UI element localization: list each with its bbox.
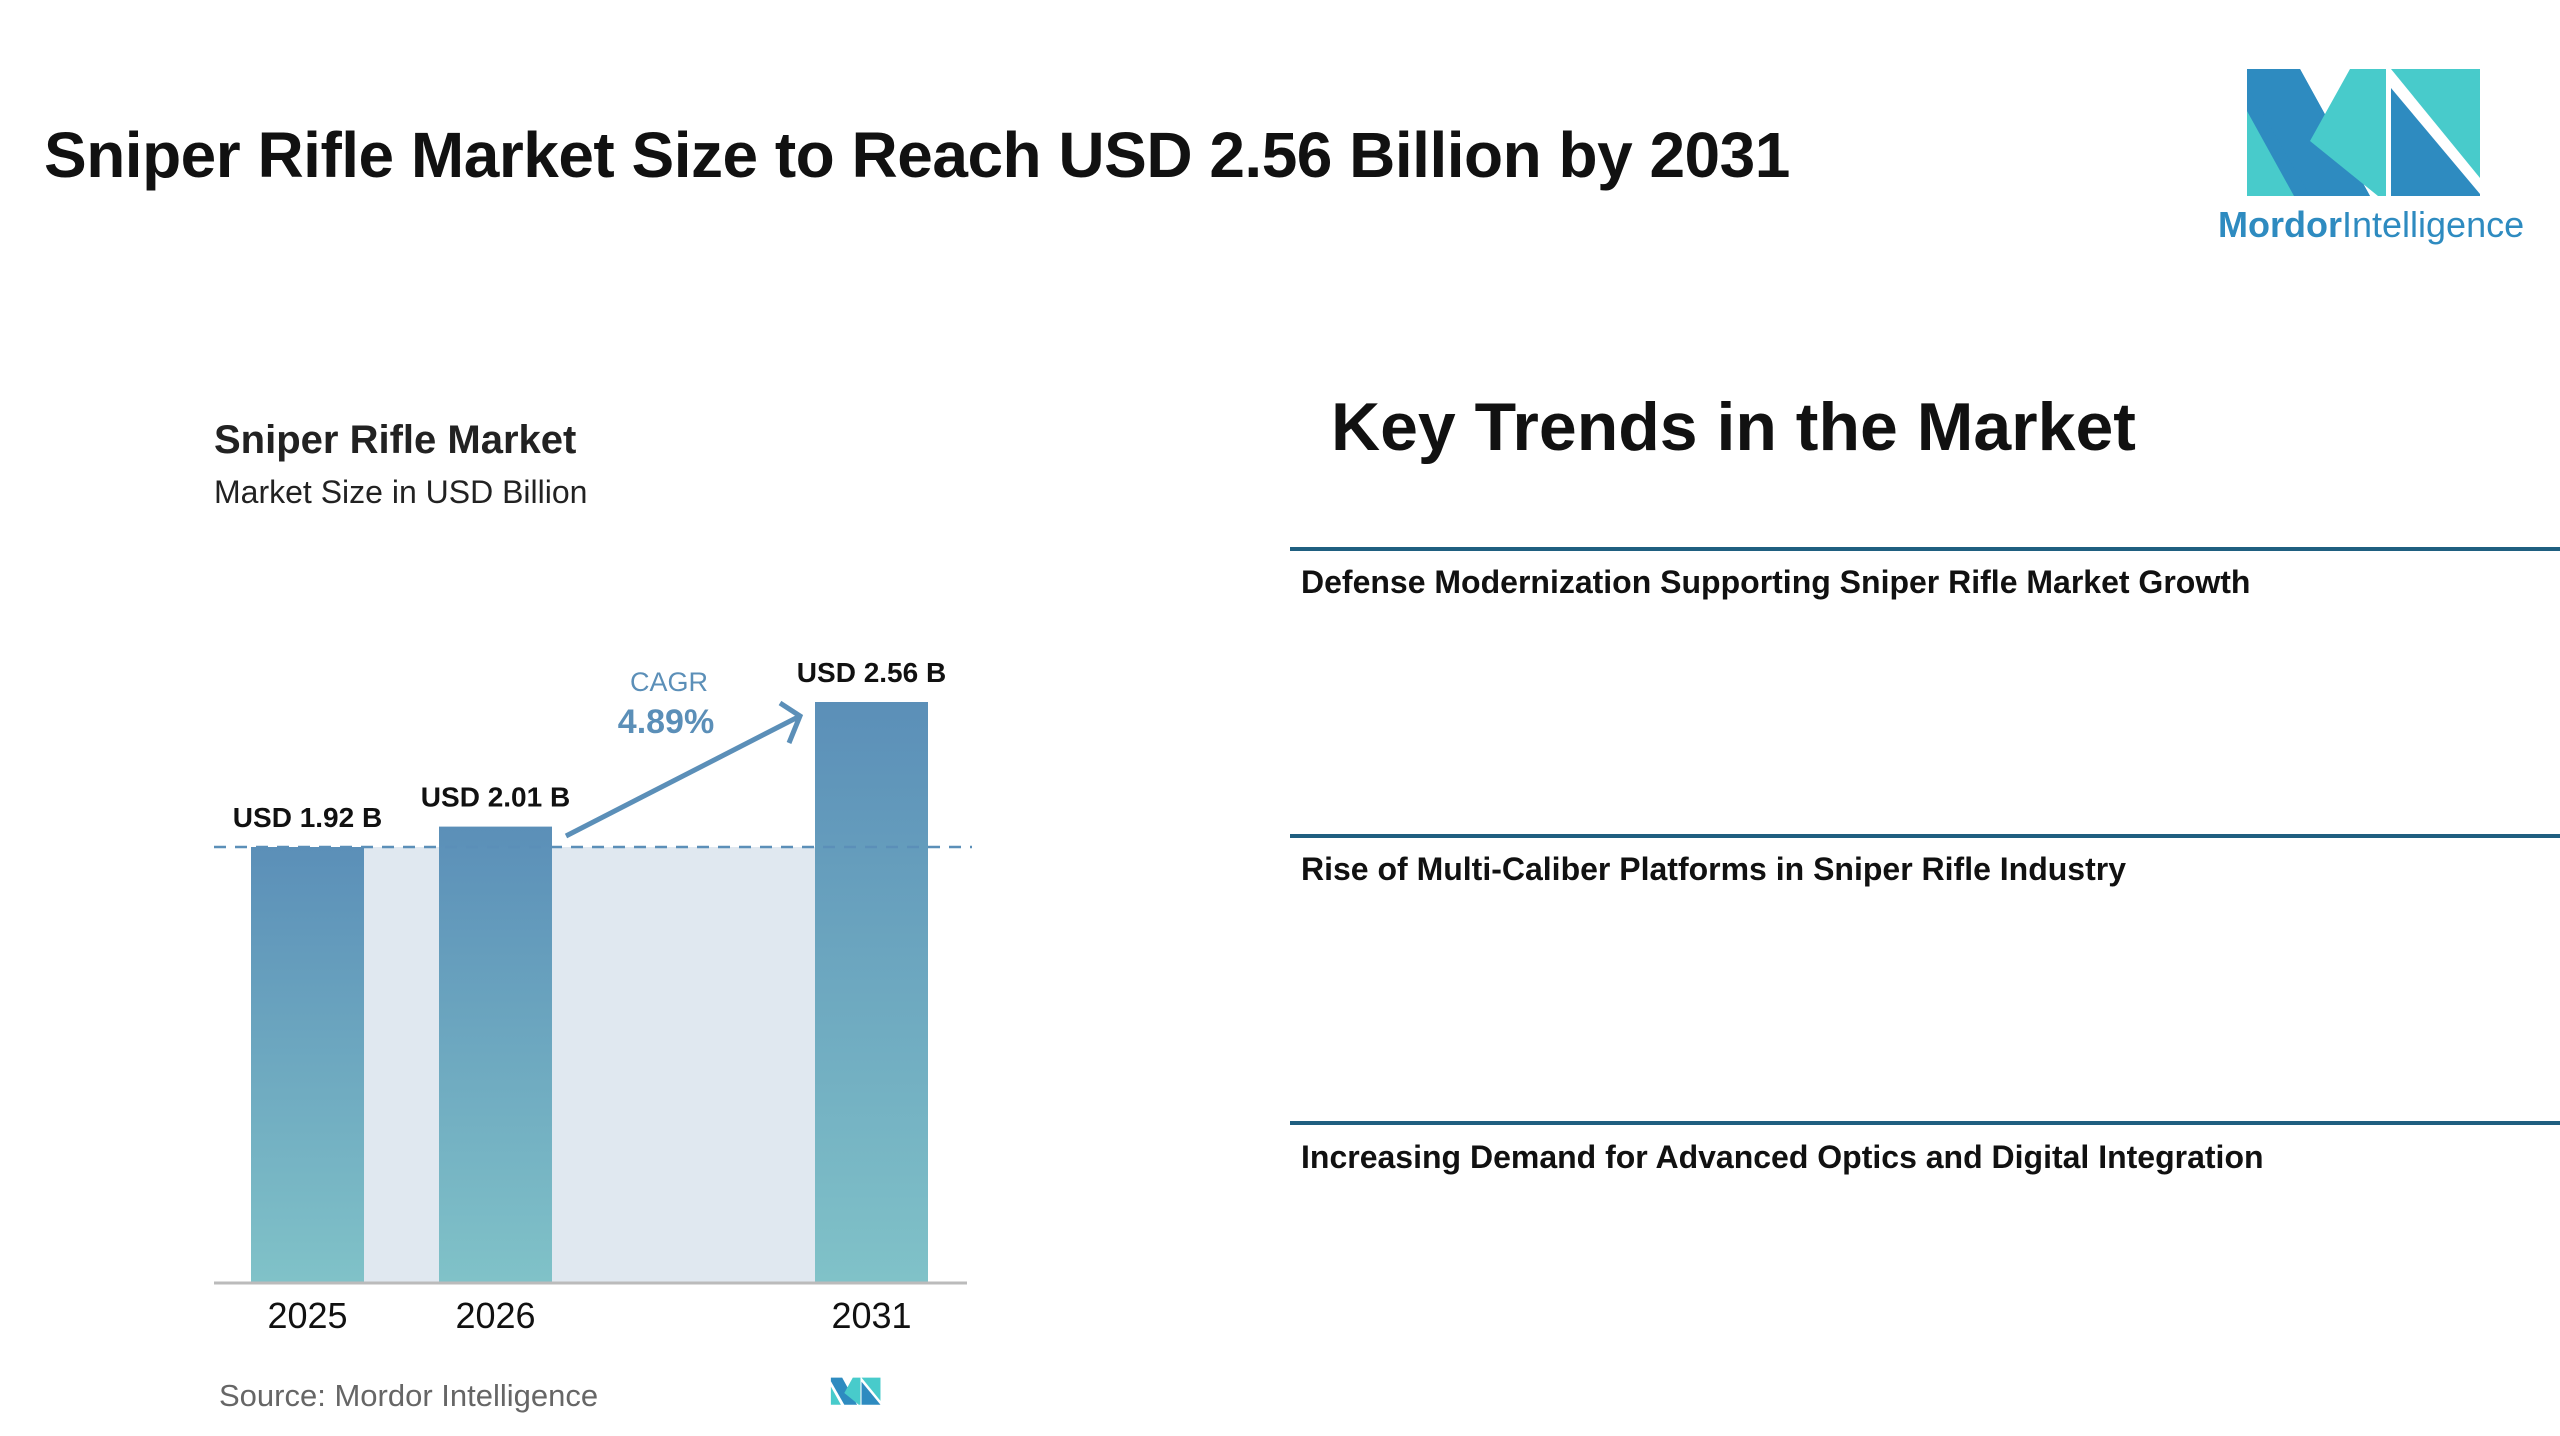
logo-text: MordorIntelligence — [2218, 204, 2525, 245]
mordor-small-logo-icon — [830, 1377, 881, 1405]
bar-2025 — [251, 847, 364, 1282]
source-text: Source: Mordor Intelligence — [219, 1378, 599, 1413]
trend-item: Rise of Multi-Caliber Platforms in Snipe… — [1301, 851, 2126, 887]
x-tick-label: 2025 — [267, 1295, 347, 1336]
trend-divider — [1290, 547, 2560, 551]
bar-2026 — [439, 826, 552, 1282]
key-trends-title: Key Trends in the Market — [1331, 389, 2136, 465]
bar-chart: USD 1.92 B 2025 USD 2.01 B 2026 USD 2.56 B 20… — [214, 657, 972, 1336]
x-tick-label: 2031 — [831, 1295, 911, 1336]
data-label: USD 1.92 B — [233, 802, 382, 833]
mordor-logo-icon — [2247, 69, 2480, 196]
cagr-value: 4.89% — [618, 703, 714, 741]
cagr-label: CAGR — [630, 667, 708, 697]
data-label: USD 2.01 B — [421, 782, 570, 813]
trend-item: Defense Modernization Supporting Sniper … — [1301, 564, 2251, 600]
trend-divider — [1290, 834, 2560, 838]
page-title: Sniper Rifle Market Size to Reach USD 2.… — [44, 119, 1790, 191]
data-label: USD 2.56 B — [797, 657, 946, 688]
trend-item: Increasing Demand for Advanced Optics an… — [1301, 1139, 2264, 1175]
cagr-arrow — [564, 713, 802, 839]
baseline-fill-area — [364, 847, 815, 1282]
chart-title: Sniper Rifle Market — [214, 418, 577, 462]
chart-subtitle: Market Size in USD Billion — [214, 474, 588, 510]
trend-divider — [1290, 1121, 2560, 1125]
x-tick-label: 2026 — [455, 1295, 535, 1336]
cagr-arrowhead — [778, 700, 804, 744]
bar-2031 — [815, 702, 928, 1282]
